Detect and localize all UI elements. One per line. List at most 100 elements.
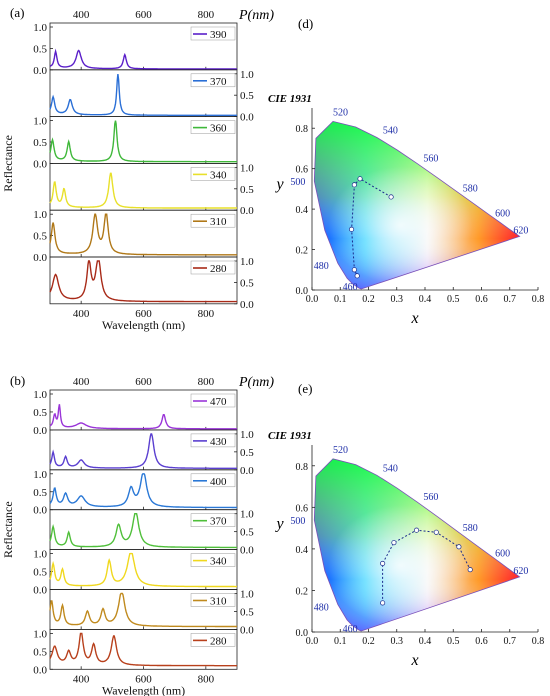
y-tick-label: 0.0 <box>33 585 47 597</box>
wavelength-label-540: 540 <box>383 463 398 474</box>
series-line-340 <box>49 552 237 588</box>
series-line-400 <box>49 473 237 509</box>
legend-box <box>190 167 236 181</box>
y-tick-label: 0.0 <box>240 299 254 311</box>
legend-label-370: 370 <box>210 516 227 528</box>
top-x-tick-label: 800 <box>198 9 215 21</box>
y-tick-label: 0.0 <box>240 205 254 217</box>
cie-gamut-white <box>314 458 520 631</box>
series-line-370 <box>49 74 237 116</box>
legend-box <box>190 433 236 448</box>
y-tick-label: 0.0 <box>33 425 47 437</box>
y-tick-label: 1.0 <box>240 256 254 268</box>
data-point-5 <box>456 544 462 550</box>
y-tick-label: 1.0 <box>33 22 47 34</box>
x-axis-label: x <box>410 652 418 669</box>
x-tick-label: 0.5 <box>447 294 460 305</box>
y-axis-label: y <box>274 176 284 193</box>
y-tick-label: 1.0 <box>240 509 254 521</box>
series-line-390 <box>49 48 237 70</box>
legend-label-470: 470 <box>210 396 227 408</box>
x-tick-label: 0.5 <box>447 636 460 647</box>
legend-box <box>190 593 236 607</box>
series-line-430 <box>49 433 237 469</box>
x-tick-label: 0.4 <box>419 636 432 647</box>
y-tick-label: 0.6 <box>296 165 309 176</box>
y-tick-label: 0.5 <box>240 277 254 289</box>
x-tick-label: 600 <box>135 673 152 685</box>
y-tick-label: 0.6 <box>296 503 309 514</box>
data-point-3 <box>413 527 420 533</box>
spectra-panel-b: 400 600 800 P(nm) 0.0 0.5 1.0 470 0.0 0.5 1.0 430 0.… <box>1 375 274 696</box>
wavelength-label-500: 500 <box>290 516 305 527</box>
data-point-4 <box>433 529 439 535</box>
cie-locus <box>313 120 521 290</box>
legend-label-280: 280 <box>210 263 227 275</box>
wavelength-label-600: 600 <box>495 209 510 220</box>
x-tick-label: 0.3 <box>391 636 404 647</box>
y-tick-label: 0.5 <box>240 447 254 459</box>
data-point-5 <box>354 273 360 279</box>
y-tick-label: 0.0 <box>33 664 47 676</box>
x-tick-label: 400 <box>73 673 90 685</box>
wavelength-label-580: 580 <box>463 184 478 195</box>
legend-box <box>190 260 236 275</box>
legend-box <box>190 393 236 408</box>
y-tick-label: 0.5 <box>33 646 47 658</box>
spectra-panel-a: 400 600 800 P(nm) 0.0 0.5 1.0 390 0.0 0.5 1.0 370 0.… <box>1 8 274 332</box>
top-x-tick-label: 400 <box>73 376 90 388</box>
x-tick-label: 0.0 <box>306 636 319 647</box>
series-line-280 <box>49 260 237 303</box>
y-axis-label: Reflectance <box>1 135 15 192</box>
top-x-tick-label: 600 <box>135 376 152 388</box>
panel-label-e: (e) <box>298 381 312 396</box>
cie-title: CIE 1931 <box>268 430 312 442</box>
legend-label-280: 280 <box>210 635 227 647</box>
wavelength-label-620: 620 <box>513 566 528 577</box>
x-tick-label: 600 <box>135 308 152 320</box>
wavelength-label-460: 460 <box>343 282 358 293</box>
wavelength-label-540: 540 <box>383 125 398 136</box>
y-tick-label: 1.0 <box>33 389 47 401</box>
x-tick-label: 0.6 <box>475 636 488 647</box>
data-point-1 <box>357 176 363 182</box>
panel-label-d: (d) <box>298 16 313 31</box>
x-tick-label: 0.0 <box>306 294 319 305</box>
legend-label-390: 390 <box>210 29 227 41</box>
wavelength-label-480: 480 <box>314 261 329 272</box>
y-tick-label: 0.5 <box>240 606 254 618</box>
wavelength-label-460: 460 <box>343 624 358 635</box>
cie-panel-e: CIE 1931 0.0 0.1 0.2 0.3 0.4 0.5 0.6 0.7 0.8 0.0 0.… <box>268 430 544 669</box>
series-line-470 <box>49 404 237 430</box>
x-tick-label: 0.7 <box>504 636 517 647</box>
legend-box <box>190 513 236 527</box>
y-tick-label: 0.0 <box>33 505 47 517</box>
y-tick-label: 0.0 <box>240 112 254 124</box>
legend-box <box>190 120 236 134</box>
wavelength-label-600: 600 <box>495 549 510 560</box>
legend-label-430: 430 <box>210 436 227 448</box>
data-point-6 <box>467 567 473 573</box>
y-tick-label: 0.0 <box>240 545 254 557</box>
top-x-tick-label: 400 <box>73 9 90 21</box>
x-tick-label: 800 <box>198 308 215 320</box>
y-tick-label: 0.2 <box>296 586 309 597</box>
panel-label-b: (b) <box>10 373 25 388</box>
y-tick-label: 0.5 <box>33 137 47 149</box>
x-tick-label: 0.1 <box>334 294 347 305</box>
wavelength-label-520: 520 <box>333 107 348 118</box>
data-point-2 <box>391 540 397 546</box>
cie-locus <box>313 458 521 632</box>
series-line-340 <box>49 172 237 209</box>
legend-box <box>190 73 236 88</box>
y-tick-label: 0.5 <box>240 184 254 196</box>
y-tick-label: 0.5 <box>33 487 47 499</box>
y-tick-label: 0.5 <box>33 43 47 55</box>
x-tick-label: 400 <box>73 308 90 320</box>
wavelength-label-620: 620 <box>513 226 528 237</box>
cie-panel-d: CIE 1931 0.0 0.1 0.2 0.3 0.4 0.5 0.6 0.7 0.8 0.0 0.… <box>268 93 544 327</box>
y-tick-label: 1.0 <box>33 116 47 128</box>
y-tick-label: 1.0 <box>240 429 254 441</box>
x-tick-label: 0.7 <box>504 294 517 305</box>
